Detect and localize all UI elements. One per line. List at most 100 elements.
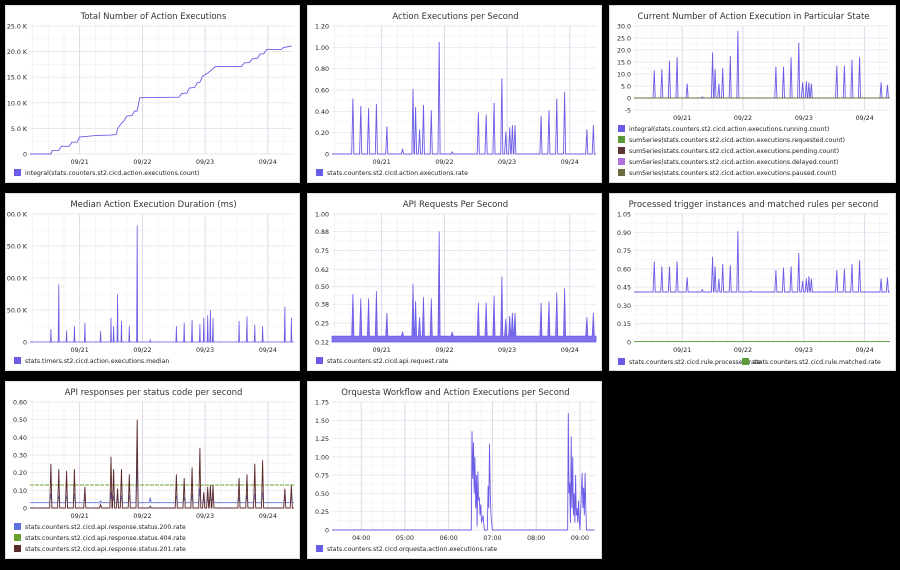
y-tick-label: 0 (325, 528, 329, 535)
y-tick-label: 15.0 K (7, 75, 28, 82)
x-tick-label: 09/24 (561, 347, 579, 354)
legend-label: stats.counters.st2.cicd.api.response.sta… (25, 535, 186, 542)
y-tick-label: 0.60 (315, 88, 329, 95)
legend-label: stats.timers.st2.cicd.action.executions.… (25, 358, 169, 365)
legend-label: stats.counters.st2.cicd.api.response.sta… (25, 524, 186, 531)
legend-label: sumSeries(stats.counters.st2.cicd.action… (629, 137, 845, 144)
y-tick-label: 0.62 (315, 267, 329, 274)
legend-label: stats.counters.st2.cicd.rule.processed.r… (629, 359, 761, 366)
series-line (634, 30, 890, 99)
legend-label: integral(stats.counters.st2.cicd.action.… (25, 170, 200, 177)
y-tick-label: 0.90 (617, 230, 631, 237)
legend-label: sumSeries(stats.counters.st2.cicd.action… (629, 159, 838, 166)
y-tick-label: 20.0 K (7, 49, 28, 56)
y-tick-label: 0.15 (617, 321, 631, 328)
legend-label: stats.counters.st2.cicd.api.request.rate (327, 358, 449, 365)
y-tick-label: 0.12 (315, 340, 329, 347)
y-tick-label: 5.0 (621, 84, 631, 91)
x-tick-label: 09/22 (133, 347, 151, 354)
legend-swatch (316, 357, 323, 364)
legend-swatch (14, 523, 21, 530)
chart-title: Total Number of Action Executions (80, 12, 227, 22)
x-tick-label: 09/21 (673, 115, 691, 122)
panel-action-execution-state: Current Number of Action Execution in Pa… (609, 5, 896, 183)
x-tick-label: 09/22 (734, 115, 752, 122)
series-area (30, 225, 294, 343)
y-tick-label: 0.60 (13, 400, 27, 407)
y-tick-label: 50.0 K (7, 308, 28, 315)
y-tick-label: 1.75 (315, 400, 329, 407)
chart-svg: Current Number of Action Execution in Pa… (617, 12, 890, 177)
y-tick-label: 0 (23, 152, 27, 159)
x-tick-label: 07:00 (483, 535, 501, 542)
x-tick-label: 09/21 (373, 159, 391, 166)
y-tick-label: 0.50 (315, 284, 329, 291)
x-tick-label: 09/24 (259, 159, 277, 166)
x-tick-label: 05:00 (396, 535, 414, 542)
y-tick-label: 10.0 (617, 72, 631, 79)
y-tick-label: 30.0 (617, 24, 631, 31)
legend-swatch (618, 158, 625, 165)
chart-svg: API responses per status code per second… (13, 388, 294, 553)
legend-swatch (742, 358, 749, 365)
legend-swatch (618, 125, 625, 132)
y-tick-label: 15.0 (617, 60, 631, 67)
chart-svg: API Requests Per Second 0.12 0.25 0.38 0.50 0… (315, 200, 597, 365)
x-tick-label: 09/21 (71, 347, 89, 354)
legend-swatch (316, 545, 323, 552)
y-tick-label: 0.38 (315, 302, 329, 309)
y-tick-label: 1.00 (315, 212, 329, 219)
y-tick-label: 0.88 (315, 229, 329, 236)
x-tick-label: 09/22 (133, 513, 151, 520)
x-tick-label: 09/21 (673, 347, 691, 354)
x-tick-label: 09/24 (856, 115, 874, 122)
y-tick-label: 0.10 (13, 488, 27, 495)
legend-label: stats.counters.st2.cicd.api.response.sta… (25, 546, 186, 553)
y-tick-label: 0.20 (315, 130, 329, 137)
y-tick-label: 1.00 (315, 45, 329, 52)
legend-label: sumSeries(stats.counters.st2.cicd.action… (629, 148, 839, 155)
panel-api-requests-per-second: API Requests Per Second 0.12 0.25 0.38 0.50 0… (307, 193, 602, 371)
y-tick-label: 0.25 (315, 509, 329, 516)
legend-swatch (14, 169, 21, 176)
chart-svg: Total Number of Action Executions 0 5.0 K 1… (7, 12, 294, 177)
chart-svg: Action Executions per Second 0 0.20 0.40 0.6… (315, 12, 596, 177)
legend-swatch (14, 357, 21, 364)
x-tick-label: 09/22 (734, 347, 752, 354)
y-tick-label: 0.30 (617, 303, 631, 310)
y-tick-label: 0 (23, 340, 27, 347)
y-tick-label: 1.50 (315, 418, 329, 425)
y-tick-label: 0.50 (13, 417, 27, 424)
x-tick-label: 06:00 (440, 535, 458, 542)
y-tick-label: 10.0 K (7, 100, 28, 107)
y-tick-label: 0.45 (617, 285, 631, 292)
series-line (332, 41, 596, 155)
y-tick-label: 0.75 (617, 248, 631, 255)
y-tick-label: 0.75 (315, 248, 329, 255)
y-tick-label: 0.40 (315, 109, 329, 116)
x-tick-label: 09/22 (435, 159, 453, 166)
series-area (331, 231, 597, 343)
y-tick-label: 0.25 (315, 321, 329, 328)
chart-svg: Median Action Execution Duration (ms) 0 50… (6, 200, 294, 365)
x-tick-label: 09/24 (259, 513, 277, 520)
y-tick-label: 0.75 (315, 473, 329, 480)
y-tick-label: 0.80 (315, 66, 329, 73)
y-tick-label: -5 (625, 108, 631, 115)
legend-label: stats.counters.st2.cicd.orquesta.action.… (327, 546, 497, 553)
panel-median-execution-duration: Median Action Execution Duration (ms) 0 50… (5, 193, 300, 371)
x-tick-label: 09/24 (561, 159, 579, 166)
chart-title: Orquesta Workflow and Action Executions … (341, 388, 569, 398)
x-tick-label: 09/21 (373, 347, 391, 354)
y-tick-label: 150.0 K (6, 244, 28, 251)
y-tick-label: 100.0 K (6, 276, 28, 283)
y-tick-label: 0 (627, 340, 631, 347)
y-tick-label: 1.25 (315, 436, 329, 443)
chart-title: API responses per status code per second (65, 388, 243, 398)
x-tick-label: 04:00 (352, 535, 370, 542)
x-tick-label: 09/22 (133, 159, 151, 166)
legend-label: sumSeries(stats.counters.st2.cicd.action… (629, 170, 836, 177)
y-tick-label: 5.0 K (11, 126, 28, 133)
panel-api-responses-status-code: API responses per status code per second… (5, 381, 300, 559)
y-tick-label: 1.20 (315, 24, 329, 31)
